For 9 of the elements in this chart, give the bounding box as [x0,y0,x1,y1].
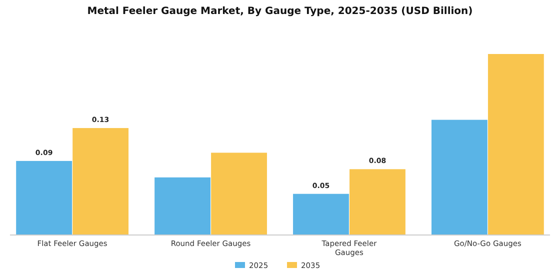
bar [72,128,129,235]
bar [431,120,488,235]
bar [293,194,349,235]
bar [154,177,210,235]
bar [488,54,544,235]
bar [211,152,267,235]
bar [16,160,72,235]
bar [350,169,406,235]
chart-title: Metal Feeler Gauge Market, By Gauge Type, 2025-2035 (USD Billion) [87,6,473,17]
